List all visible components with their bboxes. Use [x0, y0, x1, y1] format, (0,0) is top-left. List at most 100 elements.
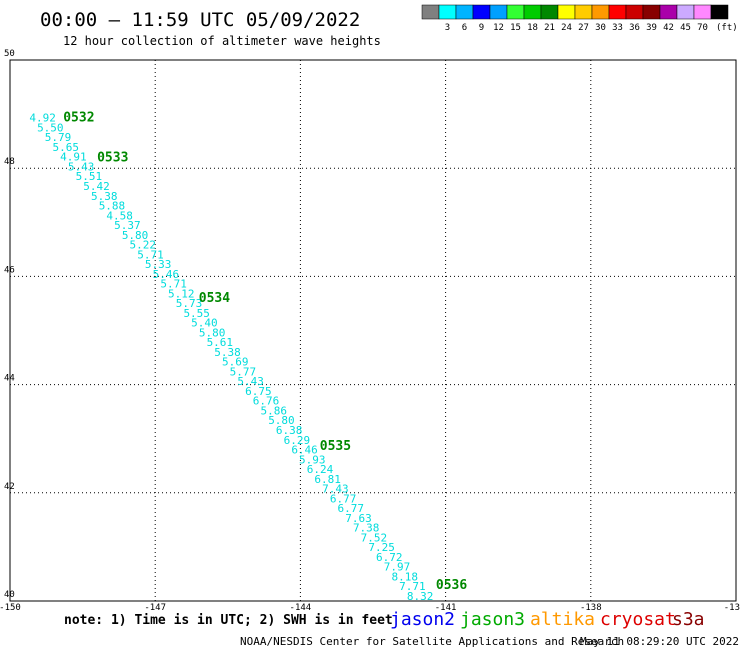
swh-label: 5.38 — [214, 346, 241, 359]
swh-label: 5.22 — [130, 239, 157, 252]
legend-swatch — [710, 4, 729, 20]
legend-label: 6 — [462, 23, 467, 33]
legend-swatch — [625, 4, 644, 20]
satellite-track: 4.925.505.795.654.915.435.515.425.385.88… — [29, 111, 467, 603]
legend-label: 9 — [479, 23, 484, 33]
legend-swatch — [574, 4, 593, 20]
swh-label: 5.46 — [153, 268, 180, 281]
legend-label: 18 — [527, 23, 538, 33]
map-subtitle: 12 hour collection of altimeter wave hei… — [63, 34, 381, 48]
pass-time-label: 0534 — [199, 291, 230, 306]
legend-swatch — [676, 4, 695, 20]
swh-label: 5.37 — [114, 219, 141, 232]
satellite-s3a: s3a — [672, 609, 705, 630]
lon-tick-label: -144 — [290, 603, 312, 613]
swh-label: 5.12 — [168, 287, 195, 300]
legend-label: 21 — [544, 23, 555, 33]
legend-swatch — [591, 4, 610, 20]
swh-label: 7.97 — [384, 561, 411, 574]
lon-tick-label: -141 — [435, 603, 457, 613]
legend-label: 70 — [697, 23, 708, 33]
swh-label: 5.93 — [299, 453, 326, 466]
swh-label: 6.77 — [330, 492, 357, 505]
legend-swatch — [455, 4, 474, 20]
swh-label: 5.65 — [52, 141, 78, 154]
swh-label: 6.46 — [291, 444, 318, 457]
axis-tick-labels: -150 -147 -144 -141 -138 -13 50 48 46 44 42 40 — [0, 49, 740, 613]
lon-tick-label: -150 — [0, 603, 21, 613]
swh-label: 5.88 — [99, 200, 126, 213]
swh-label: 4.58 — [106, 209, 133, 222]
swh-label: 5.77 — [230, 365, 257, 378]
swh-label: 5.43 — [68, 160, 95, 173]
swh-label: 5.50 — [37, 121, 64, 134]
pass-time-label: 0533 — [97, 151, 128, 166]
swh-label: 6.72 — [376, 551, 403, 564]
swh-label: 5.80 — [268, 414, 295, 427]
lat-tick-label: 48 — [4, 157, 15, 167]
legend-swatch — [659, 4, 678, 20]
legend-swatch — [421, 4, 440, 20]
swh-label: 6.29 — [284, 434, 311, 447]
swh-label: 8.18 — [391, 570, 418, 583]
swh-label: 5.69 — [222, 356, 249, 369]
legend-swatch — [608, 4, 627, 20]
swh-label: 7.52 — [361, 531, 388, 544]
swh-label: 8.32 — [407, 590, 434, 603]
lat-tick-label: 42 — [4, 482, 15, 492]
swh-label: 6.76 — [253, 395, 280, 408]
lon-tick-label: -147 — [144, 603, 166, 613]
pass-time-label: 0535 — [320, 439, 351, 454]
pass-time-label: 0536 — [436, 578, 467, 593]
legend-label: 36 — [629, 23, 640, 33]
swh-label: 5.33 — [145, 258, 172, 271]
swh-label: 5.73 — [176, 297, 203, 310]
legend-label: 27 — [578, 23, 589, 33]
swh-label: 7.71 — [399, 580, 426, 593]
footer-credit: NOAA/NESDIS Center for Satellite Applica… — [240, 635, 624, 648]
swh-label: 5.55 — [183, 307, 210, 320]
swh-label: 5.43 — [237, 375, 264, 388]
map-title: 00:00 – 11:59 UTC 05/09/2022 — [40, 9, 360, 31]
swh-label: 5.40 — [191, 317, 218, 330]
swh-label: 5.71 — [160, 278, 187, 291]
legend-label: 24 — [561, 23, 572, 33]
legend-label: 12 — [493, 23, 504, 33]
legend-label: 39 — [646, 23, 657, 33]
legend-swatch — [472, 4, 491, 20]
swh-label: 6.81 — [314, 473, 341, 486]
legend-swatch — [693, 4, 712, 20]
legend-swatch — [506, 4, 525, 20]
legend-unit: (ft) — [716, 23, 738, 33]
legend-swatch — [489, 4, 508, 20]
swh-label: 6.77 — [338, 502, 365, 515]
swh-label: 4.91 — [60, 151, 87, 164]
plot-frame — [9, 59, 737, 602]
legend-swatch — [438, 4, 457, 20]
swh-label: 7.25 — [368, 541, 395, 554]
swh-label: 4.92 — [29, 112, 56, 125]
swh-label: 5.61 — [207, 336, 234, 349]
swh-label: 5.80 — [122, 229, 148, 242]
swh-label: 6.38 — [276, 424, 303, 437]
legend-label: 42 — [663, 23, 674, 33]
swh-label: 5.79 — [45, 131, 72, 144]
swh-label: 5.42 — [83, 180, 110, 193]
legend-label: 45 — [680, 23, 691, 33]
swh-label: 7.43 — [322, 483, 349, 496]
satellite-altika: altika — [530, 609, 595, 630]
swh-label: 7.63 — [345, 512, 372, 525]
swh-label: 7.38 — [353, 522, 380, 535]
swh-label: 5.38 — [91, 190, 118, 203]
legend-swatch — [540, 4, 559, 20]
footer-note: note: 1) Time is in UTC; 2) SWH is in fe… — [64, 613, 393, 628]
footer-timestamp: May 11 08:29:20 UTC 2022 — [580, 635, 739, 648]
lat-tick-label: 46 — [4, 265, 15, 275]
swh-label: 5.51 — [76, 170, 103, 183]
satellite-jason3: jason3 — [460, 609, 525, 630]
legend-label: 30 — [595, 23, 606, 33]
legend-swatch — [523, 4, 542, 20]
